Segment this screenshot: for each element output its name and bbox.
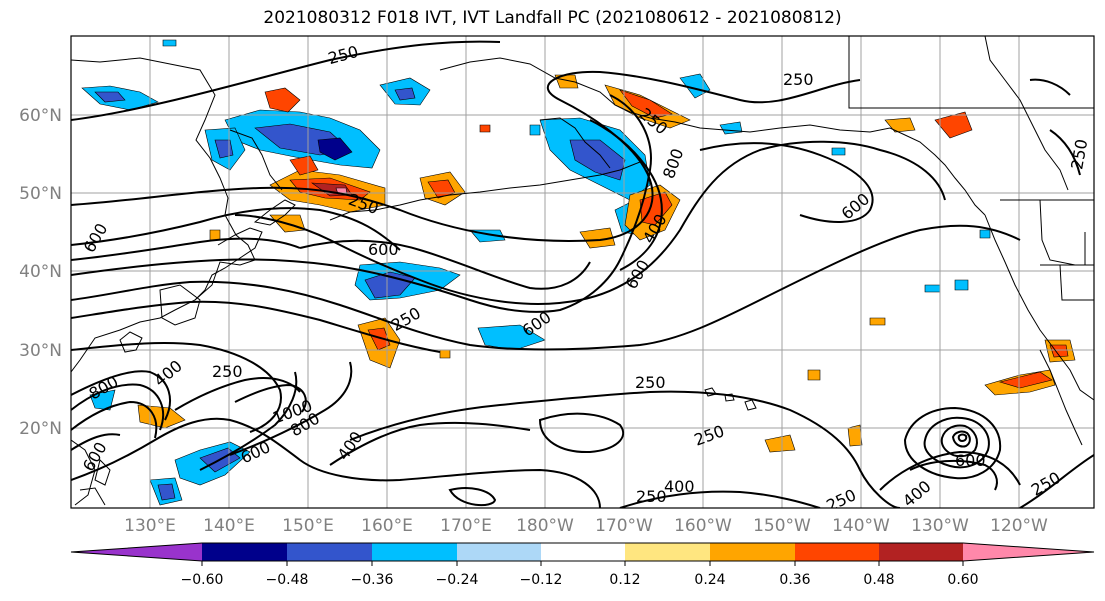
map-frame xyxy=(70,35,1095,509)
lon-tick-label: 140°E xyxy=(203,516,255,536)
colorbar-label: −0.24 xyxy=(436,572,479,588)
colorbar-label: 0.24 xyxy=(694,572,725,588)
contour-label: 250 xyxy=(212,362,243,381)
colorbar-label: 0.48 xyxy=(863,572,894,588)
colorbar-segment xyxy=(71,543,202,561)
map-content: 250 250 250 250 250 250 250 250 250 250 … xyxy=(71,36,1094,508)
lon-tick-label: 180°W xyxy=(516,516,574,536)
colorbar-label: 0.36 xyxy=(779,572,810,588)
lat-tick-label: 30°N xyxy=(19,341,62,361)
contour-label: 250 xyxy=(783,70,814,89)
colorbar-label: 0.60 xyxy=(947,572,978,588)
contour-label: 250 xyxy=(635,373,666,392)
colorbar-segment xyxy=(541,543,625,561)
lon-tick-label: 130°E xyxy=(124,516,176,536)
lat-tick-label: 40°N xyxy=(19,262,62,282)
lon-tick-label: 160°W xyxy=(674,516,732,536)
colorbar-segment xyxy=(202,543,287,561)
lon-tick-label: 150°E xyxy=(282,516,334,536)
colorbar-segment xyxy=(457,543,541,561)
colorbar-segment xyxy=(710,543,795,561)
gridlines xyxy=(71,36,1094,508)
lat-tick-label: 20°N xyxy=(19,419,62,439)
lon-tick-label: 170°E xyxy=(440,516,492,536)
colorbar-label: 0.12 xyxy=(609,572,640,588)
ivt-contours xyxy=(71,40,1094,508)
colorbar-segment xyxy=(287,543,372,561)
colorbar-label: −0.12 xyxy=(520,572,563,588)
contour-label: 600 xyxy=(368,240,399,259)
lat-axis: 60°N 50°N 40°N 30°N 20°N xyxy=(19,106,62,439)
colorbar-label: −0.60 xyxy=(181,572,224,588)
lat-tick-label: 60°N xyxy=(19,106,62,126)
lon-tick-label: 160°E xyxy=(361,516,413,536)
colorbar-segment xyxy=(795,543,879,561)
colorbar-segment xyxy=(625,543,710,561)
lon-tick-label: 120°W xyxy=(990,516,1048,536)
lat-tick-label: 50°N xyxy=(19,184,62,204)
colorbar-label: −0.48 xyxy=(266,572,309,588)
colorbar-segment xyxy=(372,543,457,561)
colorbar: −0.60 −0.48 −0.36 −0.24 −0.12 0.12 0.24 … xyxy=(70,542,1095,588)
map-title: 2021080312 F018 IVT, IVT Landfall PC (20… xyxy=(263,8,842,28)
lon-tick-label: 170°W xyxy=(595,516,653,536)
colorbar-label: −0.36 xyxy=(351,572,394,588)
lon-tick-label: 140°W xyxy=(832,516,890,536)
contour-label: 250 xyxy=(636,487,667,506)
contour-label: 600 xyxy=(955,451,986,470)
coastlines xyxy=(71,36,1094,506)
lon-tick-label: 130°W xyxy=(911,516,969,536)
contour-label: 400 xyxy=(664,477,695,496)
colorbar-segment xyxy=(963,543,1094,561)
colorbar-segment xyxy=(879,543,963,561)
lon-axis: 130°E 140°E 150°E 160°E 170°E 180°W 170°… xyxy=(124,516,1048,536)
lon-tick-label: 150°W xyxy=(753,516,811,536)
